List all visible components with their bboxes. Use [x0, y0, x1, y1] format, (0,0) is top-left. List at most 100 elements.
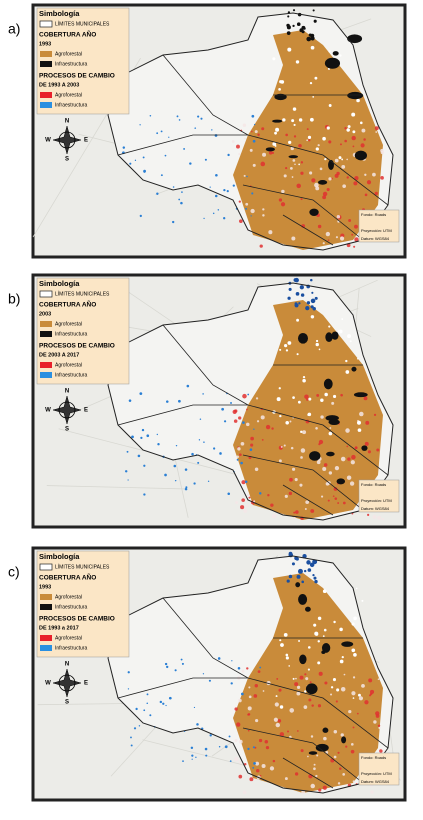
speck — [305, 500, 310, 505]
speck — [364, 173, 367, 176]
speck — [262, 152, 267, 157]
change-infra — [128, 399, 132, 402]
speck — [304, 508, 307, 511]
change-infra — [182, 760, 184, 762]
infrastructure — [315, 743, 329, 752]
legend-heading: DE 2003 A 2017 — [39, 352, 79, 358]
notes-box — [358, 209, 400, 243]
change-infra — [242, 421, 245, 424]
speck — [269, 766, 275, 771]
speck — [293, 123, 296, 127]
change-infra — [143, 493, 146, 496]
speck — [307, 135, 312, 140]
speck — [262, 214, 265, 217]
change-infra — [175, 444, 178, 447]
speck — [296, 183, 301, 189]
change-infra — [213, 447, 216, 450]
speck — [367, 513, 370, 516]
note: Datum: WGS84 — [361, 779, 390, 784]
speck — [326, 187, 330, 192]
speck — [295, 510, 299, 514]
change-infra — [223, 189, 226, 192]
change-infra — [226, 190, 229, 193]
speck — [243, 508, 248, 513]
legend-heading: DE 1993 A 2003 — [39, 82, 79, 88]
speck — [306, 128, 309, 131]
map-panel: Simbología LÍMITES MUNICIPALES COBERTURA A… — [31, 546, 407, 802]
speck — [380, 176, 384, 180]
change-infra — [306, 301, 311, 305]
panel-label: c) — [8, 564, 20, 580]
change-infra — [202, 673, 205, 675]
speck — [354, 176, 359, 181]
swatch — [39, 20, 53, 28]
infrastructure — [332, 51, 339, 56]
speck — [340, 733, 344, 737]
change-infra — [174, 479, 177, 482]
speck — [243, 174, 246, 177]
compass-letter: S — [65, 427, 69, 433]
change-infra — [292, 24, 295, 28]
speck — [338, 156, 342, 160]
change-infra — [301, 580, 305, 584]
speck — [318, 671, 323, 676]
municipal-boundary — [162, 597, 249, 679]
speck — [351, 112, 356, 117]
change-infra — [306, 560, 311, 565]
speck — [300, 161, 304, 164]
change-infra — [232, 184, 235, 187]
compass-letter: W — [45, 681, 51, 687]
speck — [340, 686, 346, 692]
speck — [278, 459, 282, 463]
speck — [333, 487, 338, 491]
speck — [324, 157, 327, 161]
infrastructure — [341, 641, 354, 647]
compass-letter: N — [65, 119, 69, 125]
speck — [239, 219, 243, 224]
speck — [344, 139, 347, 143]
speck — [303, 705, 308, 709]
change-infra — [247, 393, 250, 396]
speck — [322, 467, 327, 472]
note: Fondo: Roads — [361, 212, 386, 217]
speck — [315, 339, 319, 343]
change-infra — [250, 215, 252, 217]
change-infra — [200, 117, 203, 120]
speck — [345, 745, 348, 748]
speck — [289, 167, 293, 170]
speck — [304, 394, 309, 399]
speck — [279, 639, 282, 642]
speck — [381, 518, 385, 521]
legend-heading: PROCESOS DE CAMBIO — [39, 73, 115, 80]
change-infra — [212, 212, 215, 215]
change-infra — [302, 554, 307, 559]
speck — [332, 678, 337, 682]
speck — [351, 622, 355, 626]
compass-ring — [58, 131, 76, 149]
speck — [283, 444, 286, 447]
speck — [255, 761, 260, 766]
swatch — [40, 645, 52, 651]
notes-box — [358, 752, 400, 786]
legend-heading: DE 1993 a 2017 — [39, 625, 79, 631]
speck — [357, 428, 362, 432]
compass-letter: W — [45, 138, 51, 144]
speck — [378, 726, 381, 730]
speck — [339, 143, 342, 146]
speck — [265, 746, 270, 750]
speck — [275, 695, 278, 698]
speck — [320, 495, 324, 498]
change-infra — [308, 33, 312, 37]
change-infra — [190, 746, 194, 750]
change-infra — [143, 464, 146, 467]
road — [46, 485, 186, 490]
change-infra — [172, 186, 175, 188]
legend-item: Infraestructura — [55, 645, 87, 651]
compass-ring — [58, 674, 76, 692]
speck — [285, 133, 288, 137]
speck — [352, 130, 356, 134]
speck — [377, 724, 381, 728]
speck — [342, 773, 346, 776]
change-infra — [240, 692, 244, 696]
